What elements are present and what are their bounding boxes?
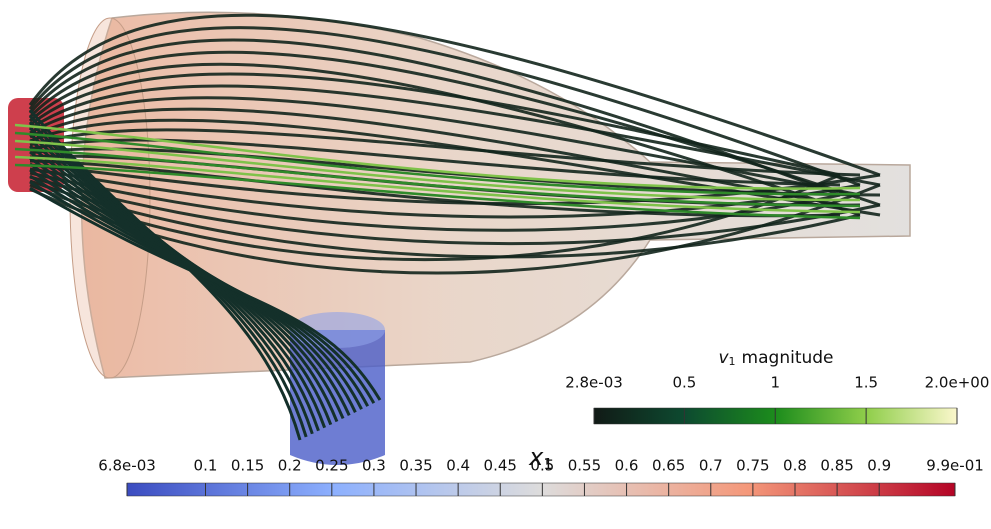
streamline [29, 163, 881, 206]
streamline [28, 126, 320, 432]
streamline [29, 84, 881, 187]
streamline [29, 72, 841, 177]
tick-label: 2.0e+00 [925, 374, 990, 392]
render [8, 11, 911, 465]
tick-label: 0.55 [568, 457, 601, 475]
colorbar-title: v1 magnitude [718, 348, 833, 368]
streamline-fast [14, 147, 861, 208]
tick-label: 0.4 [446, 457, 470, 475]
tick-label: 0.65 [652, 457, 685, 475]
streamline [28, 120, 314, 435]
tick-label: 1 [770, 374, 780, 392]
streamline-fast [14, 139, 861, 202]
streamline-fast [14, 163, 861, 220]
streamline [28, 26, 861, 187]
streamlines [14, 13, 881, 441]
tick-label: 0.25 [315, 457, 348, 475]
streamline-fast [14, 131, 861, 196]
tick-label: 0.85 [820, 457, 853, 475]
streamline-fast [14, 123, 861, 190]
streamline [29, 171, 841, 232]
colorbars: v1 magnitude x1 2.8e-03 0.5 1 1.5 2.0e+006.8e… [98, 348, 990, 497]
tick-label: 0.45 [484, 457, 517, 475]
tick-label: 1.5 [854, 374, 878, 392]
streamline-fast [14, 155, 861, 214]
tick-label: 0.6 [615, 457, 639, 475]
colorbar-x1 [126, 482, 956, 497]
tick-label: 0.7 [699, 457, 723, 475]
tick-label: 0.9 [867, 457, 891, 475]
streamline [29, 96, 861, 197]
streamline [28, 62, 861, 217]
tick-label: 0.5 [530, 457, 554, 475]
streamline [28, 50, 881, 207]
subscript: 1 [729, 355, 736, 368]
streamline [28, 109, 302, 441]
tick-label: 0.3 [362, 457, 386, 475]
outlet [290, 330, 385, 465]
streamline [28, 38, 841, 197]
tick-label: 0.75 [736, 457, 769, 475]
subscript: 1 [543, 455, 553, 473]
streamline [28, 13, 881, 177]
streamline [29, 107, 841, 207]
tick-label: 0.8 [783, 457, 807, 475]
streamline [29, 186, 382, 401]
tick-label: 6.8e-03 [98, 457, 156, 475]
tick-label: 9.9e-01 [926, 457, 984, 475]
tick-label: 2.8e-03 [565, 374, 623, 392]
tick-label: 0.2 [278, 457, 302, 475]
tick-label: 0.15 [231, 457, 264, 475]
tick-label: 0.35 [399, 457, 432, 475]
symbol: x [528, 443, 544, 471]
title-rest: magnitude [742, 348, 834, 368]
tick-label: 0.1 [194, 457, 218, 475]
streamline [29, 159, 841, 218]
symbol: v [718, 348, 729, 368]
tick-label: 0.5 [672, 374, 696, 392]
colorbar-title: x1 [528, 443, 553, 473]
